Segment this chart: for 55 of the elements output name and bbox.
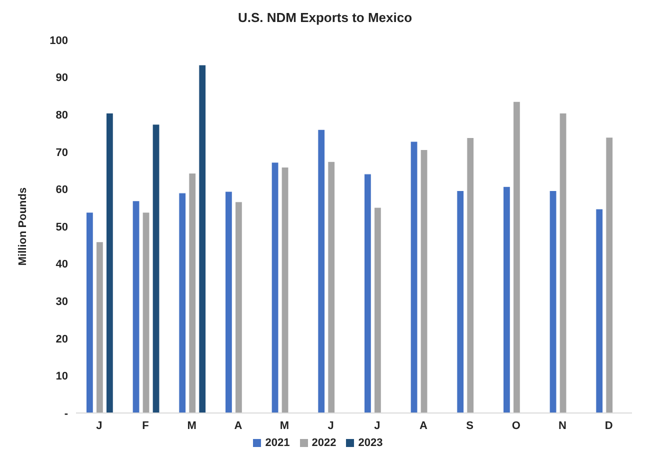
x-tick-label: J bbox=[328, 420, 334, 432]
y-tick-label: 60 bbox=[56, 184, 68, 196]
bar bbox=[198, 64, 206, 413]
legend-label: 2022 bbox=[312, 437, 336, 449]
bar bbox=[456, 190, 464, 413]
bar bbox=[271, 162, 279, 413]
bar bbox=[328, 161, 336, 413]
bar bbox=[178, 192, 186, 413]
x-tick-label: M bbox=[187, 420, 196, 432]
bar bbox=[318, 129, 326, 413]
y-tick-label: 70 bbox=[56, 146, 68, 159]
x-tick-label: N bbox=[558, 420, 567, 432]
x-tick-label: A bbox=[234, 420, 242, 432]
x-tick-label: M bbox=[280, 420, 290, 432]
chart-title: U.S. NDM Exports to Mexico bbox=[236, 9, 414, 27]
y-tick-label: 40 bbox=[56, 258, 68, 271]
bar bbox=[596, 208, 604, 413]
y-tick-label: 90 bbox=[56, 72, 68, 84]
bar bbox=[96, 241, 104, 413]
bar bbox=[410, 141, 418, 413]
bar bbox=[281, 166, 289, 413]
bar bbox=[132, 200, 140, 413]
y-tick-label: 10 bbox=[56, 370, 68, 383]
bar bbox=[106, 112, 114, 413]
x-tick-label: S bbox=[466, 420, 474, 432]
x-tick-label: A bbox=[420, 420, 428, 432]
bar bbox=[152, 124, 160, 413]
x-tick-label: J bbox=[96, 420, 102, 432]
y-axis-title: Million Pounds bbox=[16, 187, 29, 266]
y-tick-label: 30 bbox=[56, 296, 68, 308]
bar bbox=[86, 212, 94, 413]
bar bbox=[606, 137, 614, 413]
bar bbox=[364, 174, 372, 413]
bar bbox=[420, 149, 428, 413]
bar bbox=[224, 191, 232, 413]
bar bbox=[466, 137, 474, 413]
x-tick-label: F bbox=[142, 420, 150, 432]
y-tick-label: 100 bbox=[50, 34, 68, 47]
bar bbox=[188, 172, 196, 413]
legend-label: 2021 bbox=[265, 437, 290, 449]
x-tick-label: O bbox=[512, 420, 521, 432]
y-tick-label: 20 bbox=[56, 333, 68, 346]
bar bbox=[512, 101, 520, 413]
y-tick-label: 50 bbox=[56, 221, 68, 234]
x-tick-label: D bbox=[604, 420, 613, 432]
bar bbox=[234, 202, 242, 413]
y-tick-label: 80 bbox=[56, 110, 68, 122]
bar bbox=[374, 207, 382, 413]
bar bbox=[559, 112, 567, 413]
legend-label: 2023 bbox=[358, 437, 383, 449]
bar bbox=[142, 212, 150, 413]
bar bbox=[549, 190, 557, 413]
y-tick-label: - bbox=[64, 408, 68, 420]
bar bbox=[502, 186, 510, 413]
x-tick-label: J bbox=[374, 420, 380, 432]
